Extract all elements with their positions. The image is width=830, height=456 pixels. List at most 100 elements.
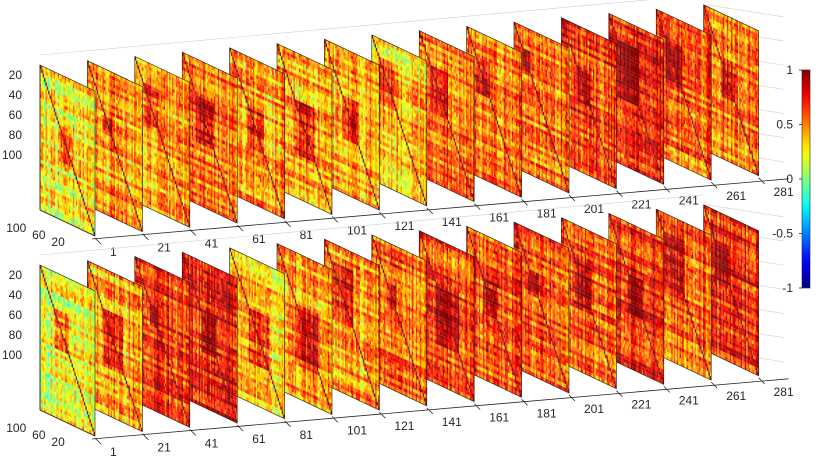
slice-axis-tick (616, 390, 623, 397)
diagonal-line (371, 234, 428, 406)
slice-axis-tick-label: 281 (774, 385, 794, 399)
diagonal-line (655, 209, 712, 381)
colorbar-tick-label: 0.5 (776, 118, 793, 132)
diagonal-line (608, 13, 665, 185)
slice-axis-tick-label: 1 (110, 445, 117, 456)
diagonal-line (561, 17, 617, 189)
slice-axis-line (91, 378, 789, 440)
row-axis-tick-label: 60 (9, 108, 23, 122)
diagonal-line (87, 260, 143, 432)
diagonal-line (181, 52, 238, 224)
slice-axis-tick (331, 216, 339, 223)
row-axis-tick-label: 60 (9, 308, 23, 322)
slice-axis-tick (663, 186, 671, 193)
row-axis-tick-label: 20 (9, 68, 23, 82)
colorbar-tick-label: -0.5 (772, 227, 793, 241)
diagonal-line (134, 56, 191, 228)
grid-line (706, 4, 784, 18)
diagonal-line (276, 243, 333, 415)
depth-axis-line (39, 209, 96, 237)
slice-axis-tick-label: 141 (442, 215, 462, 229)
slice-axis-tick-label: 41 (205, 236, 219, 250)
diagonal-line (418, 30, 475, 202)
slice-axis-tick (473, 203, 481, 210)
slice-axis-tick (236, 224, 244, 232)
slice-axis-tick (426, 407, 434, 415)
slice-axis-tick-label: 101 (347, 224, 367, 238)
row-axis-tick-label: 100 (2, 148, 22, 162)
slice-axis-tick (284, 420, 291, 428)
slice-axis-tick (379, 411, 386, 419)
slice-axis-tick-label: 61 (252, 232, 266, 246)
colorbar-tick-label: 0 (786, 172, 793, 186)
slice-axis-tick-label: 241 (679, 393, 699, 407)
slice-axis-tick-label: 61 (252, 432, 266, 446)
slice-axis-tick (189, 429, 197, 436)
slice-axis-tick-label: 201 (584, 402, 604, 416)
slice-axis-tick-label: 221 (631, 198, 651, 212)
panel-bottom: 1 21 41 61 81 101 121 141 161 181 201 221 241 261 2812… (2, 194, 794, 456)
colorbar: 1 0.5 0 -0.5 -1 (772, 63, 811, 295)
row-axis-tick-label: 80 (9, 328, 23, 342)
slice-axis-tick (568, 394, 576, 402)
slice-axis-tick (284, 220, 291, 228)
slice-axis-tick (663, 386, 671, 393)
diagonal-line (655, 9, 712, 181)
diagonal-line (466, 26, 522, 198)
grid-line (706, 204, 784, 218)
depth-axis-tick-label: 20 (51, 235, 65, 249)
depth-axis-tick-label: 60 (32, 228, 46, 242)
slice-axis-tick-label: 1 (110, 245, 117, 259)
row-axis-tick-label: 40 (9, 88, 23, 102)
slice-axis-tick (426, 207, 434, 215)
diagonal-line (513, 221, 570, 394)
colorbar-gradient (801, 69, 811, 289)
colorbar-tick-label: 1 (786, 63, 793, 77)
slice-axis-tick (94, 437, 102, 445)
slice-axis-line (91, 178, 789, 240)
diagonal-line (324, 39, 380, 211)
diagonal-line (181, 252, 238, 424)
diagonal-line (324, 239, 380, 411)
slice-axis-tick (521, 199, 528, 206)
diagonal-line (608, 213, 665, 385)
diagonal-line (703, 4, 759, 176)
slice-axis-tick (710, 381, 718, 389)
row-axis-tick-label: 80 (9, 128, 23, 142)
slice-axis-tick-label: 221 (631, 398, 651, 412)
depth-axis-tick-label: 100 (6, 421, 26, 435)
slice-axis-tick (331, 416, 339, 423)
slice-axis-tick-label: 161 (489, 411, 509, 425)
slice-axis-tick (710, 181, 718, 189)
slice-axis-tick-label: 121 (394, 219, 414, 233)
slice-axis-tick-label: 121 (394, 419, 414, 433)
row-axis-tick-label: 20 (9, 268, 23, 282)
slice-axis-tick (94, 237, 102, 245)
slice-axis-tick-label: 21 (157, 241, 171, 255)
panel-top: 1 21 41 61 81 101 121 141 161 181 201 221 241 261 2812… (2, 0, 794, 259)
slice-axis-tick-label: 201 (584, 202, 604, 216)
diagonal-line (466, 226, 522, 398)
slice-axis-tick (142, 233, 149, 240)
depth-axis-tick-label: 20 (51, 435, 65, 449)
slice-axis-tick (616, 190, 623, 197)
diagonal-line (39, 264, 96, 437)
slice-axis-tick (758, 377, 765, 385)
slice-axis-tick-label: 281 (774, 185, 794, 199)
slice-axis-tick-label: 261 (726, 189, 746, 203)
row-axis-tick-label: 100 (2, 348, 22, 362)
slice-axis-tick (473, 403, 481, 410)
slice-axis-tick-label: 181 (537, 206, 557, 220)
slice-axis-tick-label: 181 (537, 406, 557, 420)
slice-axis-tick-label: 101 (347, 424, 367, 438)
slice-axis-tick (236, 424, 244, 432)
grid-line (39, 0, 650, 56)
colorbar-tick-label: -1 (782, 281, 793, 295)
slice-axis-tick-label: 161 (489, 211, 509, 225)
diagonal-line (703, 204, 759, 376)
depth-axis-tick-label: 100 (6, 221, 26, 235)
slice-axis-tick-label: 261 (726, 389, 746, 403)
diagonal-line (561, 217, 617, 389)
slice-axis-tick (189, 229, 197, 236)
slice-axis-tick (568, 194, 576, 202)
